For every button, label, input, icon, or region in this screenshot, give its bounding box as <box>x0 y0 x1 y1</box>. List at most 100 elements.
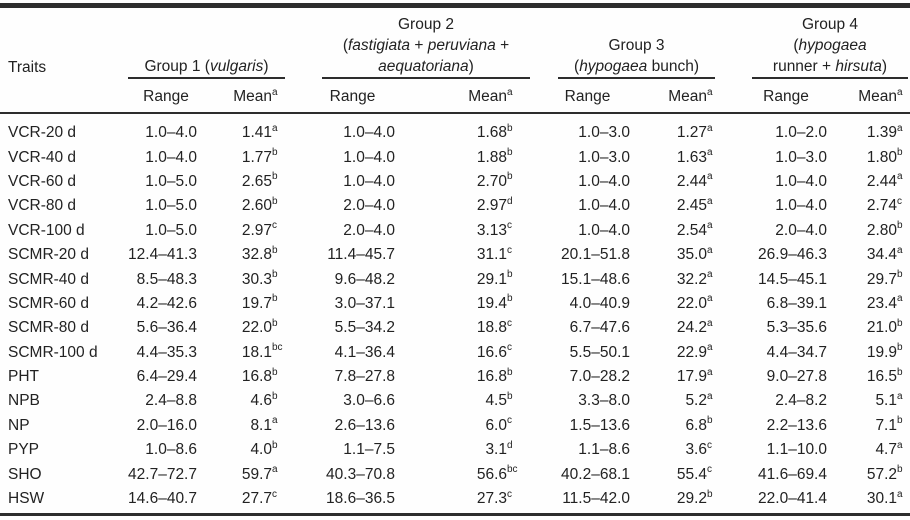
mean-value: 30.1 <box>866 490 897 508</box>
mean-cell: 3.13 c <box>398 219 520 243</box>
trait-cell: PHT <box>8 368 39 386</box>
range-cell: 1.1–7.5 <box>343 441 395 459</box>
mean-value: 22.0 <box>676 294 707 312</box>
significance-superscript: a <box>707 366 713 378</box>
range-cell: 3.0–6.6 <box>343 392 395 410</box>
table-row: VCR-60 d 1.0–5.0 2.65 b 1.0–4.0 2.70 b 1.0–4.0 2… <box>0 170 910 194</box>
significance-superscript: b <box>707 488 713 500</box>
significance-superscript: c <box>507 342 512 354</box>
table-row: SCMR-20 d 12.4–41.3 32.8 b 11.4–45.7 31.1 c 20.… <box>0 243 910 267</box>
group-title-line: Group 1 (vulgaris) <box>144 58 269 75</box>
mean-value: 57.2 <box>866 465 897 483</box>
mean-cell: 1.63 a <box>633 145 720 169</box>
mean-cell: 1.77 b <box>200 145 285 169</box>
range-cell: 5.5–50.1 <box>569 343 630 361</box>
range-cell: 1.1–8.6 <box>578 441 630 459</box>
mean-value: 19.7 <box>241 294 272 312</box>
range-cell: 1.0–4.0 <box>775 172 827 190</box>
mean-column-label: Mean a <box>830 85 910 109</box>
table-row: HSW 14.6–40.7 27.7 c 18.6–36.5 27.3 c 11.5–42.0… <box>0 487 910 511</box>
significance-superscript: b <box>897 342 903 354</box>
mean-cell: 7.1 b <box>830 414 910 438</box>
mean-cell: 3.6 c <box>633 438 720 462</box>
mean-cell: 4.6 b <box>200 389 285 413</box>
range-cell: 22.0–41.4 <box>758 490 827 508</box>
mean-cell: 29.1 b <box>398 267 520 291</box>
range-cell: 14.5–45.1 <box>758 270 827 288</box>
mean-cell: 1.80 b <box>830 145 910 169</box>
significance-superscript: a <box>272 464 278 476</box>
mean-cell: 6.8 b <box>633 414 720 438</box>
table-row: NP 2.0–16.0 8.1 a 2.6–13.6 6.0 c 1.5–13.6 6.8 b 2.… <box>0 414 910 438</box>
range-column-label: Range <box>564 88 611 105</box>
mean-value: 3.6 <box>685 441 707 459</box>
range-cell: 7.0–28.2 <box>569 368 630 386</box>
significance-superscript: c <box>507 488 512 500</box>
mean-cell: 19.4 b <box>398 292 520 316</box>
table-row: NPB 2.4–8.8 4.6 b 3.0–6.6 4.5 b 3.3–8.0 5.2 a 2.4–… <box>0 389 910 413</box>
significance-superscript: b <box>507 269 513 281</box>
table-row: SHO 42.7–72.7 59.7 a 40.3–70.8 56.6 bc 40.2–68.… <box>0 462 910 486</box>
mean-cell: 18.1 bc <box>200 341 285 365</box>
significance-superscript: b <box>507 171 513 183</box>
range-cell: 9.0–27.8 <box>766 368 827 386</box>
mean-value: 4.7 <box>875 441 897 459</box>
mean-cell: 2.97 c <box>200 219 285 243</box>
significance-superscript: b <box>272 293 278 305</box>
significance-superscript: a <box>707 269 713 281</box>
traits-column-header: Traits <box>8 59 47 76</box>
mean-value: 27.3 <box>476 490 507 508</box>
mean-value: 59.7 <box>241 465 272 483</box>
mean-value: 29.2 <box>676 490 707 508</box>
mean-cell: 18.8 c <box>398 316 520 340</box>
significance-superscript: d <box>507 439 513 451</box>
significance-superscript: b <box>707 415 713 427</box>
significance-superscript: a <box>897 390 903 402</box>
mean-cell: 19.7 b <box>200 292 285 316</box>
range-column-label: Range <box>143 88 189 105</box>
mean-cell: 8.1 a <box>200 414 285 438</box>
significance-superscript: c <box>272 220 277 232</box>
mean-value: 1.63 <box>676 148 707 166</box>
group-title-line: Group 2 <box>397 16 454 33</box>
mean-cell: 16.8 b <box>398 365 520 389</box>
mean-cell: 32.8 b <box>200 243 285 267</box>
mean-value: 1.80 <box>866 148 897 166</box>
trait-cell: VCR-20 d <box>8 124 77 142</box>
range-cell: 2.4–8.8 <box>145 392 197 410</box>
mean-value: 2.70 <box>476 172 507 190</box>
significance-superscript: a <box>707 293 713 305</box>
significance-superscript: b <box>897 317 903 329</box>
significance-superscript: a <box>272 122 278 134</box>
mean-value: 1.77 <box>241 148 272 166</box>
mean-value: 2.44 <box>676 172 707 190</box>
mean-value: 6.0 <box>485 416 507 434</box>
mean-cell: 2.65 b <box>200 170 285 194</box>
significance-superscript: b <box>507 366 513 378</box>
range-cell: 7.8–27.8 <box>334 368 395 386</box>
range-cell: 1.0–2.0 <box>775 124 827 142</box>
mean-cell: 34.4 a <box>830 243 910 267</box>
trait-cell: SCMR-100 d <box>8 343 98 361</box>
range-cell: 1.0–4.0 <box>343 172 395 190</box>
significance-superscript: b <box>272 366 278 378</box>
significance-superscript: c <box>507 317 512 329</box>
trait-cell: NPB <box>8 392 40 410</box>
mean-cell: 1.27 a <box>633 121 720 145</box>
mean-cell: 21.0 b <box>830 316 910 340</box>
mean-cell: 1.41 a <box>200 121 285 145</box>
mean-value: 56.6 <box>476 465 507 483</box>
mean-value: 2.45 <box>676 197 707 215</box>
significance-superscript: b <box>272 390 278 402</box>
range-cell: 1.5–13.6 <box>569 416 630 434</box>
significance-superscript: a <box>707 342 713 354</box>
significance-superscript: bc <box>272 342 283 354</box>
mean-cell: 2.44 a <box>633 170 720 194</box>
mean-cell: 23.4 a <box>830 292 910 316</box>
range-cell: 1.0–3.0 <box>578 124 630 142</box>
group-title-line: (hypogaea bunch) <box>574 58 699 75</box>
significance-superscript: b <box>272 269 278 281</box>
range-cell: 1.0–4.0 <box>578 197 630 215</box>
mean-value: 22.0 <box>241 319 272 337</box>
group-title-line: (fastigiata + peruviana + <box>342 37 510 54</box>
